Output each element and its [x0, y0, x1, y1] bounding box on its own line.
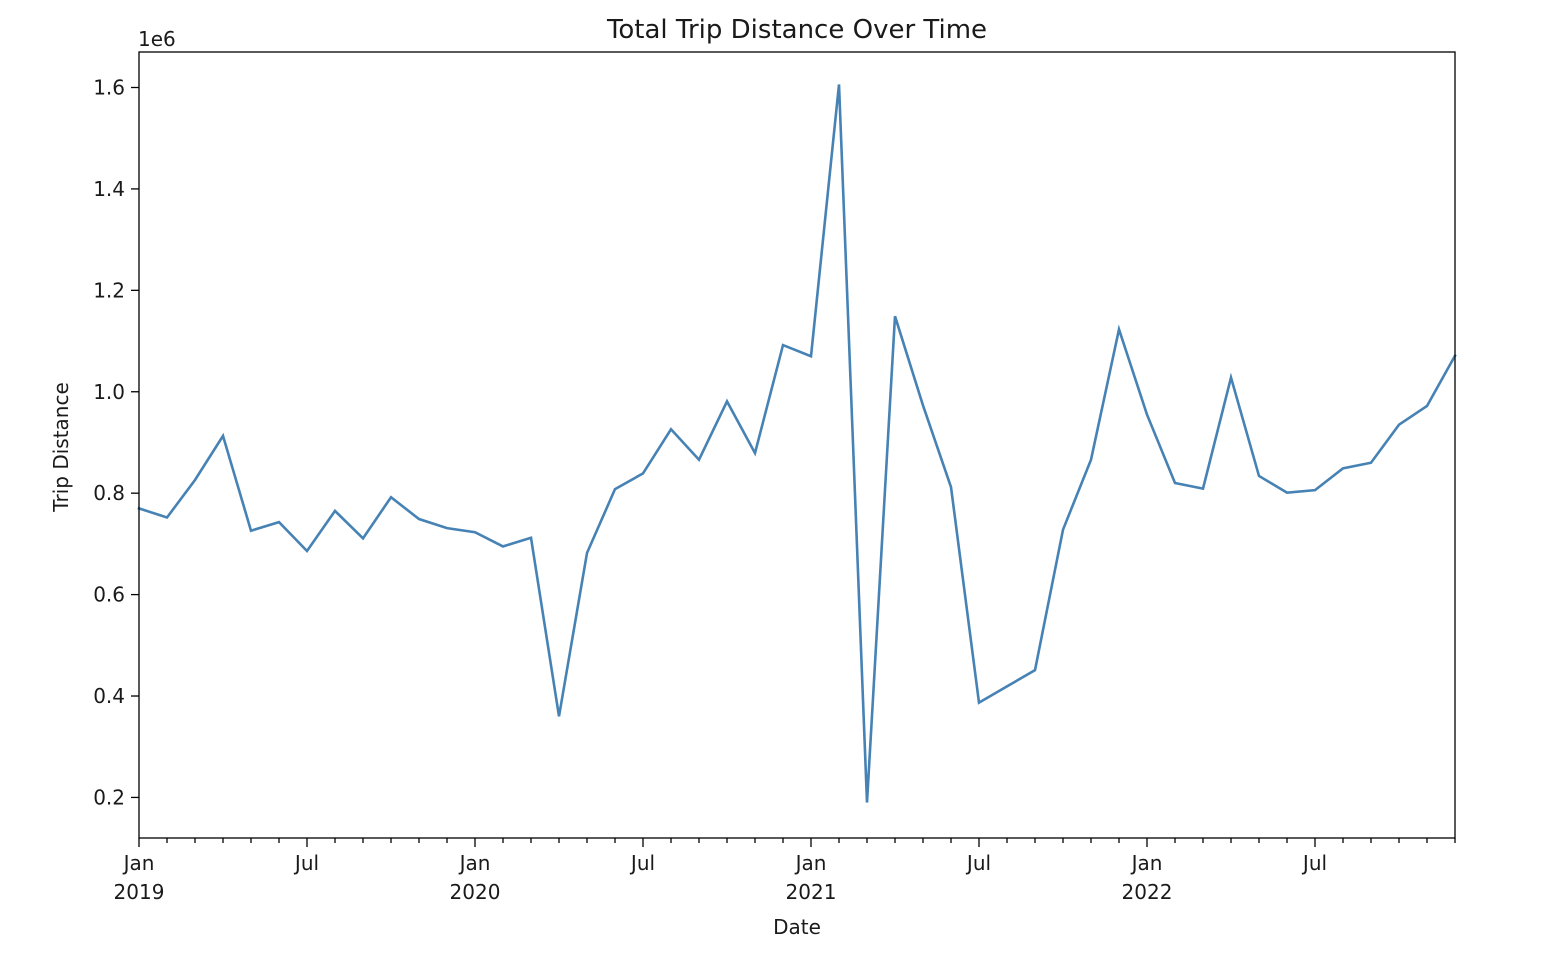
chart-title: Total Trip Distance Over Time [606, 15, 987, 45]
x-tick-label: Jul [1301, 851, 1327, 875]
y-tick-label: 1.4 [93, 177, 125, 201]
x-tick-label: Jan [1130, 851, 1163, 875]
x-tick-label: Jan [122, 851, 155, 875]
y-axis-ticks: 0.2 0.4 0.6 0.8 1.0 1.2 1.4 1.6 [93, 75, 139, 809]
x-tick-label: Jul [965, 851, 991, 875]
y-tick-label: 1.6 [93, 75, 125, 99]
y-tick-label: 1.2 [93, 278, 125, 302]
x-tick-label: Jan [458, 851, 491, 875]
x-tick-label: Jan [794, 851, 827, 875]
x-tick-year-label: 2019 [114, 880, 165, 904]
x-tick-year-label: 2020 [450, 880, 501, 904]
series-line [137, 84, 1457, 803]
y-tick-label: 1.0 [93, 380, 125, 404]
y-axis-offset-label: 1e6 [138, 27, 176, 51]
x-axis-ticks: Jan 2019 Jul Jan 2020 Jul Jan 2021 Jul Jan 2022 Jul [114, 838, 1456, 904]
x-tick-label: Jul [293, 851, 319, 875]
plot-frame [138, 51, 1456, 839]
y-axis-label: Trip Distance [49, 382, 73, 513]
y-tick-label: 0.4 [93, 684, 125, 708]
x-tick-label: Jul [629, 851, 655, 875]
x-tick-year-label: 2021 [786, 880, 837, 904]
y-tick-label: 0.6 [93, 583, 125, 607]
x-tick-year-label: 2022 [1122, 880, 1173, 904]
y-tick-label: 0.8 [93, 481, 125, 505]
x-axis-label: Date [773, 915, 821, 939]
y-tick-label: 0.2 [93, 785, 125, 809]
